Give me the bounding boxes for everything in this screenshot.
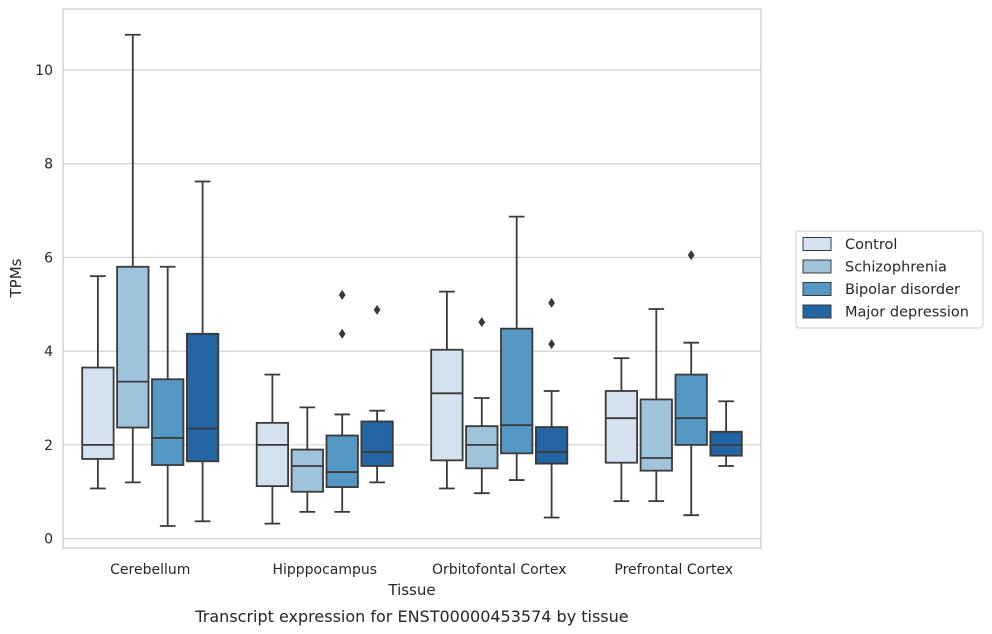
box-plot <box>290 406 324 513</box>
legend-swatch <box>802 259 832 274</box>
box <box>465 425 499 470</box>
y-tick-label: 8 <box>44 157 53 173</box>
box-plot <box>430 290 464 490</box>
x-tick-label: Cerebellum <box>110 562 190 578</box>
legend-swatch <box>802 282 832 296</box>
y-tick-label: 0 <box>44 532 53 548</box>
box-plot <box>360 304 394 484</box>
box-plot <box>534 297 569 519</box>
box <box>674 373 708 446</box>
y-tick-label: 10 <box>35 63 53 79</box>
outlier-point <box>548 297 555 308</box>
x-axis-ticks: Cerebellum Hipppocampus Orbitofontal Corte… <box>110 562 733 578</box>
y-tick-label: 4 <box>44 344 53 360</box>
y-axis-ticks: 0 2 4 6 8 10 <box>35 63 53 548</box>
box-plot <box>185 180 220 523</box>
legend-label: Schizophrenia <box>845 260 947 276</box>
box <box>325 434 359 488</box>
box-plot <box>325 289 359 513</box>
outlier-point <box>548 339 555 350</box>
outlier-point <box>478 317 486 328</box>
plot-frame <box>62 8 762 549</box>
box-plot <box>81 275 115 490</box>
y-tick-label: 2 <box>44 438 53 454</box>
legend-swatch <box>802 237 832 251</box>
outlier-point <box>687 250 695 261</box>
y-axis-label: TPMs <box>7 258 25 298</box>
box <box>290 448 324 493</box>
box <box>81 366 115 460</box>
legend-label: Control <box>845 237 897 253</box>
box-plot <box>604 357 639 503</box>
box <box>639 398 673 472</box>
x-axis-label: Tissue <box>387 581 435 599</box>
box-plot <box>255 373 290 525</box>
legend-label: Bipolar disorder <box>845 282 960 298</box>
box-plots <box>81 33 743 527</box>
legend-frame <box>795 230 984 329</box>
box <box>116 265 150 429</box>
box <box>360 420 394 467</box>
box <box>255 421 290 488</box>
box <box>151 378 185 466</box>
box <box>604 390 639 464</box>
outlier-point <box>338 328 346 339</box>
x-tick-label: Orbitofontal Cortex <box>432 562 567 578</box>
y-tick-label: 6 <box>44 250 53 266</box>
box <box>709 430 743 457</box>
box <box>534 426 569 465</box>
box-plot <box>639 308 673 503</box>
outlier-point <box>338 289 346 300</box>
box-plot <box>151 265 185 527</box>
chart-caption: Transcript expression for ENST0000045357… <box>194 607 628 626</box>
box <box>430 348 464 462</box>
box-plot <box>709 400 743 467</box>
x-tick-label: Prefrontal Cortex <box>614 562 733 578</box>
legend-swatch <box>802 304 832 319</box>
box-plot <box>465 317 499 495</box>
box-plot <box>500 215 534 481</box>
legend: Control Schizophrenia Bipolar disorder Majo… <box>795 230 984 329</box>
box <box>500 327 534 455</box>
box <box>185 332 220 463</box>
box-plot <box>674 250 708 517</box>
box-plot <box>116 33 150 484</box>
x-tick-label: Hipppocampus <box>272 562 377 578</box>
legend-label: Major depression <box>845 305 969 321</box>
outlier-point <box>373 304 381 315</box>
